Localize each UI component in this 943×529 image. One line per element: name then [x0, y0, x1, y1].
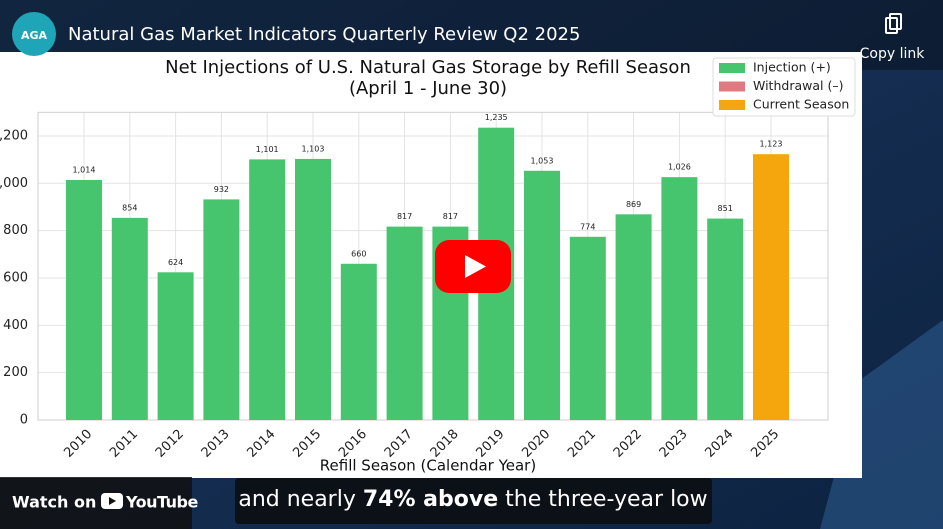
chart-title: Net Injections of U.S. Natural Gas Stora… — [165, 57, 691, 78]
logo-text: AGA — [21, 29, 48, 42]
value-label: 1,123 — [760, 140, 783, 149]
legend-swatch — [719, 100, 745, 110]
bar — [524, 170, 560, 420]
x-axis-label: Refill Season (Calendar Year) — [320, 457, 536, 475]
value-label: 1,101 — [256, 145, 279, 154]
bar — [157, 272, 194, 420]
watch-on: Watch on — [12, 493, 96, 512]
chart: Net Injections of U.S. Natural Gas Stora… — [0, 57, 856, 475]
caption: and nearly 74% above the three-year low — [238, 487, 707, 512]
legend-label: Withdrawal (–) — [753, 78, 843, 93]
caption-text: the three-year low — [498, 487, 707, 512]
youtube-icon-play — [109, 497, 116, 505]
value-label: 851 — [718, 204, 733, 213]
value-label: 869 — [626, 200, 641, 209]
value-label: 1,053 — [531, 156, 554, 165]
y-tick-label: 400 — [3, 318, 28, 333]
bar — [295, 158, 331, 420]
youtube-wordmark: YouTube — [125, 493, 199, 512]
legend-label: Current Season — [753, 97, 849, 112]
bar — [111, 217, 148, 420]
caption-text: and nearly — [238, 487, 363, 512]
bar — [707, 218, 744, 420]
y-tick-label: 0 — [20, 413, 28, 428]
value-label: 660 — [351, 249, 366, 258]
bar — [249, 159, 286, 420]
watch-on-bar[interactable] — [0, 477, 192, 529]
bar — [386, 226, 423, 420]
y-tick-label: 200 — [3, 365, 28, 380]
value-label: 932 — [214, 185, 229, 194]
value-label: 854 — [122, 203, 137, 212]
chart-subtitle: (April 1 - June 30) — [349, 78, 507, 99]
value-label: 1,235 — [485, 113, 508, 122]
legend-swatch — [719, 63, 745, 73]
legend-label: Injection (+) — [753, 60, 831, 75]
y-tick-label: 1,200 — [0, 128, 28, 143]
value-label: 817 — [443, 212, 458, 221]
value-label: 774 — [580, 222, 595, 231]
play-icon — [465, 255, 486, 278]
value-label: 1,014 — [73, 165, 96, 174]
legend-box — [712, 57, 856, 117]
copy-link[interactable]: Copy link — [860, 46, 926, 62]
bar — [753, 154, 789, 421]
caption-box — [235, 478, 712, 524]
legend-swatch — [719, 81, 745, 92]
bar — [569, 236, 606, 420]
bar — [661, 177, 698, 420]
bar — [340, 263, 377, 420]
bar — [615, 214, 652, 420]
y-tick-label: 600 — [3, 270, 28, 285]
y-tick-label: 800 — [3, 223, 28, 238]
value-label: 1,026 — [668, 163, 691, 172]
caption-emphasis: 74% above — [363, 487, 498, 512]
video-title[interactable]: Natural Gas Market Indicators Quarterly … — [68, 24, 580, 45]
value-label: 1,103 — [302, 144, 325, 153]
channel-logo[interactable] — [12, 12, 56, 56]
value-label: 624 — [168, 258, 183, 267]
value-label: 817 — [397, 212, 412, 221]
bar — [203, 199, 240, 420]
y-tick-label: 1,000 — [0, 176, 28, 191]
bar — [66, 179, 102, 420]
copy-link-icon[interactable] — [885, 13, 902, 34]
